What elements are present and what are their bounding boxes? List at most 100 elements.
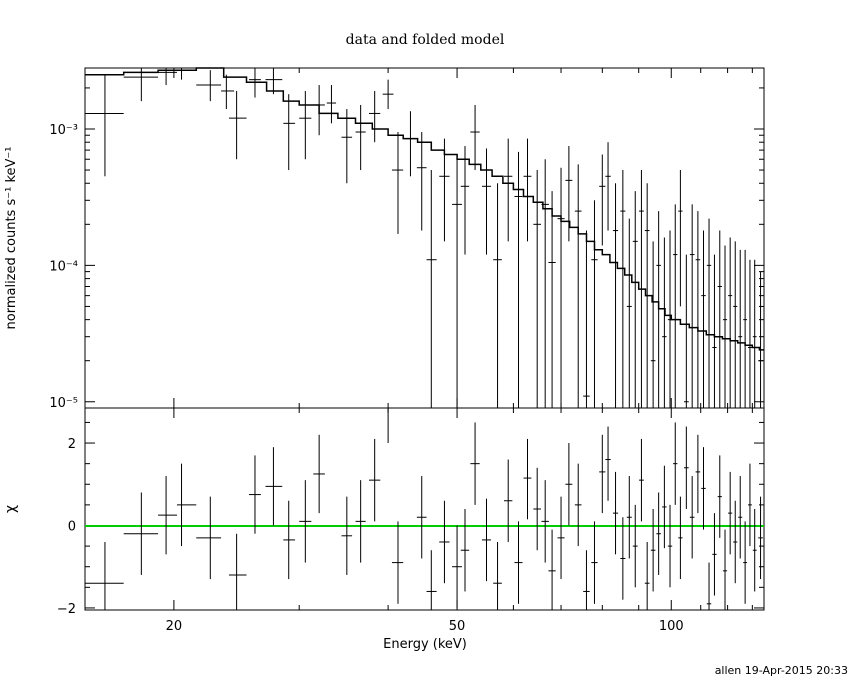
residual-point	[758, 496, 763, 580]
data-point	[391, 132, 404, 234]
residual-point	[439, 500, 450, 584]
residual-point	[85, 541, 124, 610]
data-point	[748, 259, 752, 408]
data-point	[523, 138, 532, 242]
data-point	[639, 170, 644, 408]
data-point	[283, 94, 296, 171]
residual-point	[313, 434, 325, 514]
data-point	[662, 237, 667, 408]
residual-point	[196, 496, 222, 580]
residual-point	[639, 438, 644, 522]
data-point	[574, 164, 582, 408]
data-point	[313, 85, 325, 136]
residual-point	[583, 550, 590, 610]
top-panel-frame	[84, 67, 765, 409]
data-point	[426, 170, 437, 408]
residual-point	[176, 463, 197, 547]
data-point	[626, 218, 632, 408]
chart-title: data and folded model	[346, 32, 505, 48]
residual-point	[683, 426, 689, 509]
data-point	[733, 241, 738, 408]
data-point	[503, 138, 513, 242]
residual-point	[644, 541, 650, 610]
spectrum-data-points	[85, 68, 763, 408]
residual-point	[620, 517, 626, 600]
residual-point	[701, 447, 706, 530]
data-point	[758, 271, 763, 408]
data-point	[481, 148, 491, 255]
x-axis-label: Energy (keV)	[383, 637, 467, 652]
model-step-line	[85, 67, 764, 351]
data-point	[599, 154, 606, 246]
data-point	[123, 68, 159, 102]
residual-point	[265, 447, 283, 526]
residual-point	[557, 496, 565, 580]
data-point	[667, 230, 673, 408]
residual-point	[733, 500, 738, 584]
data-point	[416, 132, 427, 231]
residual-point	[470, 422, 480, 505]
data-point	[722, 245, 728, 408]
residual-point	[717, 455, 722, 538]
residual-point	[612, 471, 619, 555]
data-point	[612, 183, 619, 408]
residual-point	[712, 513, 717, 596]
data-point	[728, 237, 733, 408]
data-point	[470, 104, 480, 171]
data-point	[85, 74, 124, 177]
data-point	[738, 249, 743, 408]
y-tick-label-bottom: 0	[68, 519, 76, 534]
data-point	[632, 191, 638, 408]
x-tick-label: 20	[166, 619, 183, 634]
residual-point	[673, 422, 678, 505]
residual-point	[662, 465, 667, 549]
data-point	[228, 90, 247, 160]
data-point	[299, 90, 312, 160]
data-point	[605, 142, 611, 231]
footer-timestamp: allen 19-Apr-2015 20:33	[715, 664, 848, 677]
residual-point	[391, 521, 404, 604]
residual-point	[523, 438, 532, 520]
data-point	[368, 90, 381, 143]
y-tick-label-top: 10⁻³	[49, 123, 78, 138]
data-point	[689, 204, 695, 408]
residual-point	[574, 463, 582, 547]
residual-point	[667, 504, 673, 588]
residual-point	[514, 521, 523, 604]
y-tick-label-bottom: 2	[68, 437, 76, 452]
residual-point	[722, 529, 728, 610]
data-point	[717, 230, 722, 408]
residual-point	[248, 455, 261, 534]
residual-point	[656, 492, 661, 575]
residual-point	[591, 521, 598, 604]
data-point	[221, 74, 235, 110]
data-point	[452, 154, 462, 408]
data-point	[712, 254, 717, 408]
bottom-panel-frame	[84, 407, 765, 611]
data-point	[493, 183, 502, 408]
data-point	[460, 146, 470, 255]
residual-point	[632, 504, 638, 588]
data-point	[248, 68, 261, 98]
residual-point	[650, 509, 656, 592]
residual-point	[299, 480, 312, 563]
y-tick-label-top: 10⁻⁴	[49, 259, 78, 274]
residual-point	[565, 443, 573, 526]
residual-point	[228, 533, 247, 610]
data-point	[650, 241, 656, 408]
residual-point	[382, 407, 394, 444]
data-point	[743, 249, 748, 408]
data-point	[673, 204, 678, 408]
bottom-panel-ylabel: χ	[3, 505, 19, 513]
residual-point	[426, 550, 437, 610]
data-point	[196, 70, 222, 102]
residual-point	[416, 476, 427, 559]
data-point	[620, 170, 626, 408]
data-point	[683, 254, 689, 408]
residual-point	[493, 541, 502, 610]
residual-point	[481, 498, 491, 582]
data-point	[355, 104, 366, 171]
residual-point	[738, 476, 743, 559]
residual-point	[599, 434, 606, 514]
